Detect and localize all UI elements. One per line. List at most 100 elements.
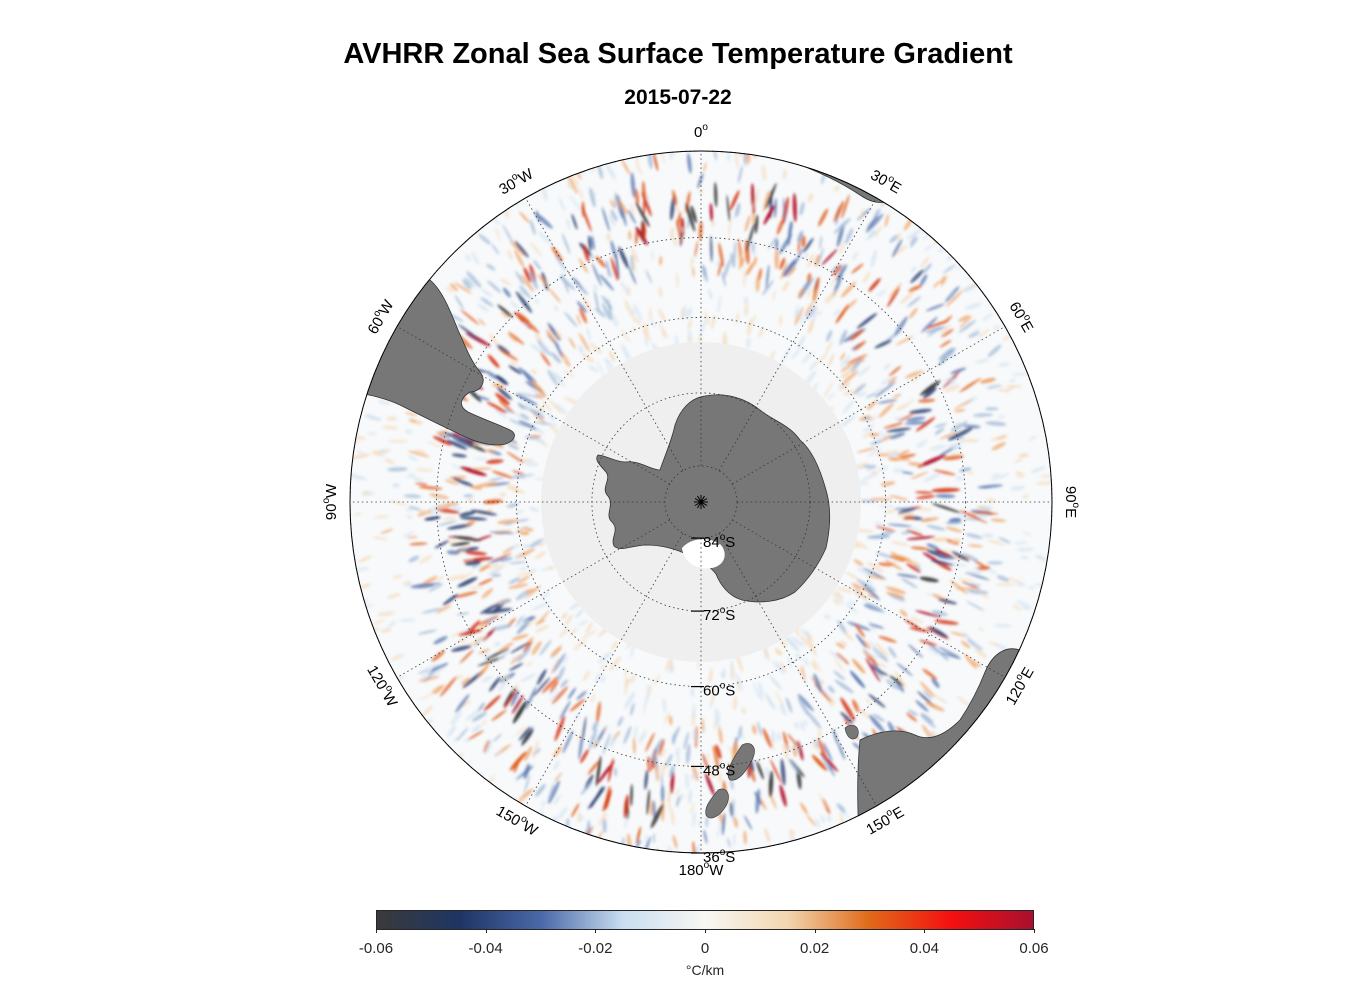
gradient-streak <box>1036 481 1052 485</box>
gradient-streak <box>645 269 653 284</box>
gradient-streak <box>812 657 822 673</box>
gradient-streak <box>1016 600 1032 609</box>
gradient-streak <box>471 251 479 265</box>
gradient-streak <box>493 733 502 742</box>
gradient-streak <box>885 559 903 571</box>
gradient-streak <box>866 578 873 585</box>
gradient-streak <box>566 218 571 230</box>
gradient-streak <box>418 675 440 682</box>
gradient-streak <box>561 357 568 362</box>
gradient-streak <box>512 684 519 694</box>
gradient-streak <box>920 256 930 268</box>
gradient-streak <box>1017 547 1034 552</box>
gradient-streak <box>450 542 471 546</box>
gradient-streak <box>609 199 616 209</box>
gradient-streak <box>825 293 837 304</box>
gradient-streak <box>628 230 632 241</box>
gradient-streak <box>888 283 902 299</box>
gradient-streak <box>996 583 1016 586</box>
gradient-streak <box>491 470 513 479</box>
gradient-streak <box>768 235 778 250</box>
gradient-streak <box>958 513 967 518</box>
longitude-label-degree: o <box>321 498 332 504</box>
gradient-streak <box>585 621 593 634</box>
gradient-streak <box>765 264 770 289</box>
gradient-streak <box>416 420 423 425</box>
gradient-streak <box>853 340 866 351</box>
gradient-streak <box>553 746 562 758</box>
gradient-streak <box>392 483 400 488</box>
gradient-streak <box>849 670 866 689</box>
gradient-streak <box>985 421 1007 426</box>
gradient-streak <box>958 315 970 322</box>
latitude-label-value: 60 <box>703 683 720 700</box>
gradient-streak <box>990 434 1008 441</box>
gradient-streak <box>852 251 859 260</box>
gradient-streak <box>953 398 974 410</box>
gradient-streak <box>718 726 723 745</box>
gradient-streak <box>554 772 563 783</box>
gradient-streak <box>817 729 822 738</box>
gradient-streak <box>540 442 549 448</box>
gradient-streak <box>800 313 805 326</box>
gradient-streak <box>901 531 912 535</box>
meridian-line <box>732 326 1006 485</box>
gradient-streak <box>417 668 431 675</box>
gradient-streak <box>770 759 782 784</box>
gradient-streak <box>964 583 982 587</box>
colorbar-tick-mark <box>485 929 487 933</box>
gradient-streak <box>590 693 596 703</box>
gradient-streak <box>635 202 650 228</box>
gradient-streak <box>811 304 818 324</box>
gradient-streak <box>530 408 546 414</box>
gradient-streak <box>852 658 866 674</box>
gradient-streak <box>574 712 580 720</box>
gradient-streak <box>478 648 491 654</box>
gradient-streak <box>428 583 443 592</box>
gradient-streak <box>878 505 895 508</box>
colorbar-tick-label: 0.04 <box>909 940 939 957</box>
gradient-streak <box>588 365 599 373</box>
gradient-streak <box>835 642 846 649</box>
gradient-streak <box>669 151 675 160</box>
gradient-streak <box>658 256 663 266</box>
gradient-streak <box>547 783 555 804</box>
gradient-streak <box>833 598 840 605</box>
gradient-streak <box>994 624 1012 628</box>
gradient-streak <box>509 418 527 428</box>
gradient-streak <box>862 430 874 439</box>
gradient-streak <box>517 571 535 577</box>
gradient-streak <box>646 789 651 816</box>
gradient-streak <box>485 563 501 569</box>
gradient-streak <box>540 591 550 600</box>
gradient-streak <box>722 258 731 280</box>
gradient-streak <box>624 691 636 709</box>
gradient-streak <box>529 507 539 512</box>
gradient-streak <box>500 556 513 563</box>
gradient-streak <box>516 392 540 398</box>
gradient-streak <box>446 286 454 293</box>
gradient-streak <box>553 760 560 771</box>
gradient-streak <box>751 194 759 212</box>
gradient-streak <box>889 675 905 687</box>
gradient-streak <box>509 240 526 257</box>
gradient-streak <box>494 406 507 414</box>
gradient-streak <box>524 461 539 466</box>
gradient-streak <box>518 726 531 741</box>
gradient-streak <box>896 404 908 411</box>
gradient-streak <box>534 784 546 797</box>
gradient-streak <box>517 647 531 663</box>
gradient-streak <box>457 638 467 643</box>
gradient-streak <box>872 713 885 723</box>
gradient-streak <box>835 264 848 281</box>
gradient-streak <box>636 826 641 845</box>
gradient-streak <box>508 561 527 564</box>
meridian-line <box>525 533 684 807</box>
gradient-streak <box>690 257 694 268</box>
gradient-streak <box>982 313 993 321</box>
gradient-streak <box>494 408 508 419</box>
gradient-streak <box>418 555 433 564</box>
gradient-streak <box>901 577 918 589</box>
colorbar <box>376 910 1034 930</box>
gradient-streak <box>896 232 902 242</box>
